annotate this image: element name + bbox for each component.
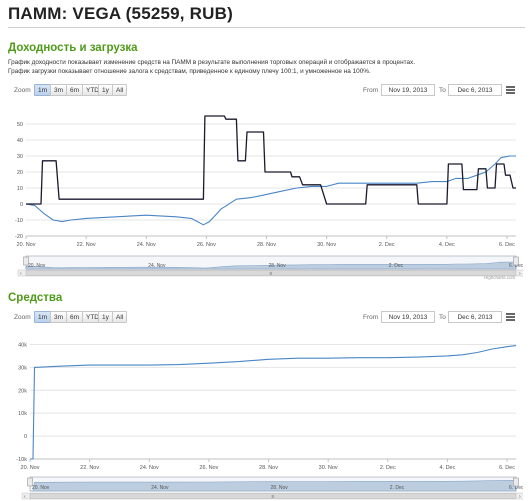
x-tick-label: 6. Dec: [499, 242, 515, 248]
y-tick-label: 20: [17, 170, 23, 176]
from-date-input[interactable]: Nov 19, 2013: [381, 84, 435, 96]
x-tick-label: 26. Nov: [199, 465, 218, 471]
navigator-left-handle: [23, 256, 29, 266]
to-label: To: [439, 87, 446, 94]
chevron-left-icon: ‹: [20, 271, 22, 277]
x-tick-label: 4. Dec: [439, 242, 455, 248]
scrollbar-thumb: [29, 493, 517, 499]
series-line-2: [26, 115, 516, 205]
zoom-1m-button[interactable]: 1m: [34, 311, 52, 323]
zoom-3m-button[interactable]: 3m: [50, 84, 68, 96]
y-tick-label: 40: [17, 138, 23, 144]
zoom-3m-button[interactable]: 3m: [50, 311, 68, 323]
x-tick-label: 2. Dec: [379, 242, 395, 248]
zoom-label: Zoom: [14, 314, 31, 321]
navigator-tick-label: 28. Nov: [268, 263, 286, 269]
title-divider: [8, 27, 525, 28]
navigator-tick-label: 20. Nov: [28, 263, 46, 269]
hamburger-menu-icon[interactable]: [506, 86, 515, 94]
yield-range-toolbar: Zoom 1m 3m 6m YTD 1y All From Nov 19, 20…: [8, 84, 523, 98]
to-date-input[interactable]: Dec 6, 2013: [448, 311, 502, 323]
series-line-1: [30, 345, 517, 460]
from-label: From: [363, 314, 379, 321]
highcharts-credits[interactable]: Highcharts.com: [484, 275, 516, 280]
hamburger-menu-icon[interactable]: [506, 313, 515, 321]
zoom-6m-button[interactable]: 6m: [66, 84, 84, 96]
x-tick-label: 6. Dec: [499, 465, 515, 471]
from-date-input[interactable]: Nov 19, 2013: [381, 311, 435, 323]
navigator-tick-label: 6. Dec: [509, 263, 523, 269]
grip-icon: ≡: [270, 271, 273, 277]
navigator-tick-label: 20. Nov: [32, 485, 50, 491]
yield-description-2: График загрузки показывает отношение зал…: [8, 68, 371, 75]
x-tick-label: 30. Nov: [319, 465, 338, 471]
funds-section-title: Средства: [8, 292, 63, 304]
zoom-1m-button[interactable]: 1m: [34, 84, 52, 96]
navigator-area: [30, 479, 517, 492]
navigator-right-handle: [513, 477, 519, 487]
from-label: From: [363, 87, 379, 94]
yield-chart: -20 -10 0 10 20 30 40 50 20. Nov 22. Nov 24. Nov 26…: [8, 98, 523, 284]
to-label: To: [439, 314, 446, 321]
y-tick-label: 20k: [18, 388, 27, 394]
page-title: ПАММ: VEGA (55259, RUB): [8, 4, 233, 23]
x-tick-label: 2. Dec: [380, 465, 396, 471]
navigator-tick-label: 28. Nov: [271, 485, 289, 491]
funds-chart: -10k 0 10k 20k 30k 40k 20. Nov 22. Nov 24. Nov 26…: [8, 325, 523, 501]
navigator-area: [25, 261, 517, 270]
y-tick-label: 50: [17, 122, 23, 128]
y-tick-label: 30: [17, 154, 23, 160]
yield-chart-panel: Zoom 1m 3m 6m YTD 1y All From Nov 19, 20…: [8, 84, 523, 284]
y-tick-label: 40k: [18, 342, 27, 348]
x-tick-label: 20. Nov: [21, 465, 40, 471]
navigator-tick-label: 6. Dec: [509, 485, 523, 491]
navigator-left-handle: [27, 477, 33, 487]
scrollbar-thumb: [25, 270, 517, 276]
zoom-1y-button[interactable]: 1y: [98, 84, 113, 96]
zoom-all-button[interactable]: All: [112, 311, 128, 323]
x-tick-label: 4. Dec: [439, 465, 455, 471]
x-tick-label: 22. Nov: [80, 465, 99, 471]
x-tick-label: 26. Nov: [197, 242, 216, 248]
navigator-tick-label: 2. Dec: [390, 485, 405, 491]
chevron-left-icon: ‹: [24, 494, 26, 500]
zoom-6m-button[interactable]: 6m: [66, 311, 84, 323]
x-tick-label: 28. Nov: [259, 465, 278, 471]
x-tick-label: 30. Nov: [317, 242, 336, 248]
y-tick-label: -10: [15, 218, 23, 224]
y-tick-label: 30k: [18, 365, 27, 371]
navigator-tick-label: 24. Nov: [151, 485, 169, 491]
funds-chart-panel: Zoom 1m 3m 6m YTD 1y All From Nov 19, 20…: [8, 311, 523, 501]
y-tick-label: 0: [20, 202, 23, 208]
y-tick-label: -10k: [16, 457, 27, 463]
to-date-input[interactable]: Dec 6, 2013: [448, 84, 502, 96]
x-tick-label: 22. Nov: [77, 242, 96, 248]
grip-icon: ≡: [272, 494, 275, 500]
navigator-tick-label: 24. Nov: [148, 263, 166, 269]
zoom-label: Zoom: [14, 87, 31, 94]
yield-description-1: График доходности показывает изменение с…: [8, 59, 415, 66]
series-line-1: [25, 155, 516, 226]
x-tick-label: 28. Nov: [257, 242, 276, 248]
y-tick-label: 10: [17, 186, 23, 192]
chart-background: [8, 98, 523, 284]
y-tick-label: -20: [15, 234, 23, 240]
x-tick-label: 20. Nov: [17, 242, 36, 248]
x-tick-label: 24. Nov: [140, 465, 159, 471]
yield-section-title: Доходность и загрузка: [8, 42, 138, 54]
navigator-right-handle: [513, 256, 519, 266]
zoom-all-button[interactable]: All: [112, 84, 128, 96]
navigator-tick-label: 2. Dec: [389, 263, 404, 269]
funds-range-toolbar: Zoom 1m 3m 6m YTD 1y All From Nov 19, 20…: [8, 311, 523, 325]
chevron-right-icon: ›: [519, 494, 521, 500]
x-tick-label: 24. Nov: [137, 242, 156, 248]
chevron-right-icon: ›: [519, 271, 521, 277]
y-tick-label: 0: [24, 434, 27, 440]
zoom-1y-button[interactable]: 1y: [98, 311, 113, 323]
y-tick-label: 10k: [18, 411, 27, 417]
